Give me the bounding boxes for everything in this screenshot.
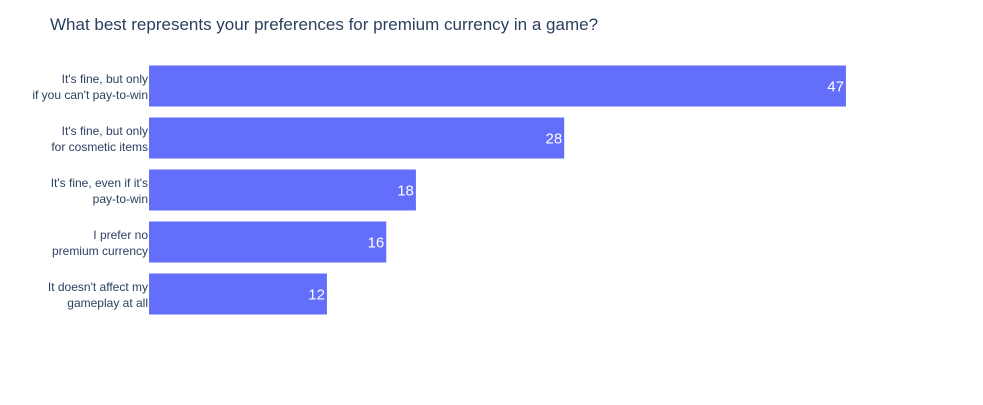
bar-4[interactable] xyxy=(149,273,327,315)
category-label-line: It doesn't affect my xyxy=(48,280,148,294)
category-label-1: It's fine, but only for cosmetic items xyxy=(51,124,148,154)
category-label-3: I prefer no premium currency xyxy=(52,228,148,258)
bar-1[interactable] xyxy=(149,117,565,159)
bar-value-label-1: 28 xyxy=(546,131,563,148)
category-label-line: It's fine, but only xyxy=(62,72,148,86)
category-label-line: gameplay at all xyxy=(67,296,148,310)
category-label-line: for cosmetic items xyxy=(51,140,148,154)
category-labels-group: It's fine, but only if you can't pay-to-w… xyxy=(32,72,148,310)
bar-3[interactable] xyxy=(149,221,387,263)
bar-0[interactable] xyxy=(149,65,846,107)
category-label-line: if you can't pay-to-win xyxy=(32,88,148,102)
bar-value-label-3: 16 xyxy=(368,235,385,252)
category-label-4: It doesn't affect my gameplay at all xyxy=(48,280,148,310)
category-label-0: It's fine, but only if you can't pay-to-w… xyxy=(32,72,148,102)
category-label-line: pay-to-win xyxy=(93,192,148,206)
category-label-line: It's fine, even if it's xyxy=(51,176,148,190)
bar-2[interactable] xyxy=(149,169,416,211)
chart-title: What best represents your preferences fo… xyxy=(50,15,598,34)
category-label-line: I prefer no xyxy=(93,228,148,242)
bar-value-label-4: 12 xyxy=(308,287,325,304)
category-label-line: premium currency xyxy=(52,244,148,258)
category-label-line: It's fine, but only xyxy=(62,124,148,138)
bar-value-label-0: 47 xyxy=(827,79,844,96)
category-label-2: It's fine, even if it's pay-to-win xyxy=(51,176,148,206)
bars-group: 47 28 18 16 12 xyxy=(149,65,846,315)
bar-value-label-2: 18 xyxy=(397,183,414,200)
